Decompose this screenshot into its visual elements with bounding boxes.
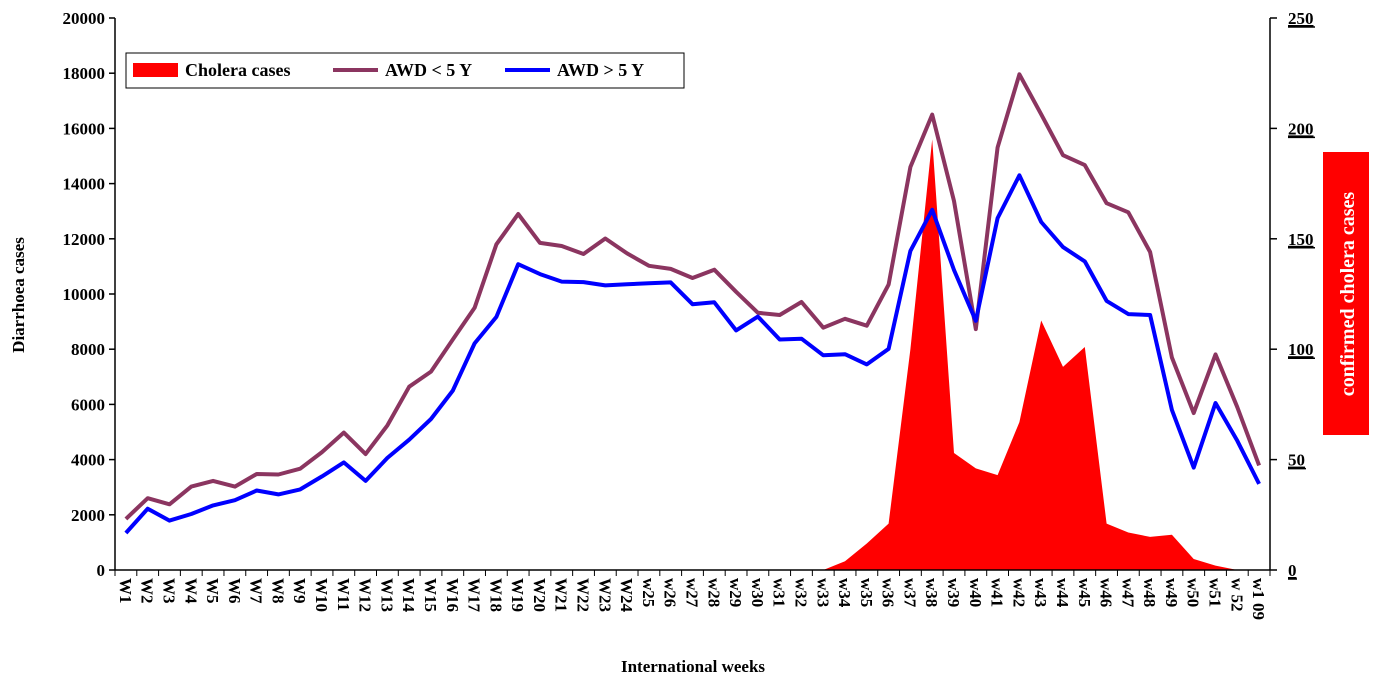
x-axis-tick-label: W22 xyxy=(574,578,593,612)
x-axis-tick-label: w46 xyxy=(1097,578,1116,607)
right-axis-tick-label: 50 xyxy=(1288,451,1305,470)
right-axis-tick-label: 100 xyxy=(1288,340,1314,359)
series-area-cholera-cases xyxy=(125,139,1260,570)
x-axis-tick-label: w30 xyxy=(748,578,767,607)
x-axis-tick-label: w45 xyxy=(1075,578,1094,607)
x-axis-tick-label: w33 xyxy=(813,578,832,607)
left-axis-tick-label: 12000 xyxy=(63,230,106,249)
left-axis-tick-label: 14000 xyxy=(63,175,106,194)
right-axis-tick-label: 150 xyxy=(1288,230,1314,249)
left-axis-tick-label: 18000 xyxy=(63,64,106,83)
x-axis-tick-label: w28 xyxy=(704,578,723,607)
x-axis-tick-label: w49 xyxy=(1162,578,1181,607)
x-axis-tick-label: W8 xyxy=(268,578,287,604)
x-axis-tick-label: W21 xyxy=(552,578,571,612)
x-axis-tick-label: w44 xyxy=(1053,578,1072,608)
left-axis-tick-label: 6000 xyxy=(71,395,105,414)
series-line-awd-over-5y xyxy=(124,173,1261,535)
x-axis-tick-label: W3 xyxy=(160,578,179,604)
x-axis-tick-label: W20 xyxy=(530,578,549,612)
x-axis-tick-label: w38 xyxy=(922,578,941,607)
x-axis-tick-label: W23 xyxy=(595,578,614,612)
right-y-axis: 0 50 100 150 200 250 xyxy=(1269,9,1315,580)
x-axis-tick-label: W16 xyxy=(443,578,462,612)
left-y-axis: 0 2000 4000 6000 8000 10000 12000 14000 16000 180… xyxy=(63,9,116,580)
x-axis-tick-label: w26 xyxy=(661,578,680,607)
x-axis-tick-label: w40 xyxy=(966,578,985,607)
x-axis-tick-label: W12 xyxy=(356,578,375,612)
x-axis-tick-label: W17 xyxy=(465,578,484,613)
legend-box xyxy=(125,52,685,89)
x-axis-tick-label: W19 xyxy=(508,578,527,612)
x-axis-tick-label: w31 xyxy=(770,578,789,607)
x-axis-tick-label: W24 xyxy=(617,578,636,613)
legend-label-cholera: Cholera cases xyxy=(185,60,290,80)
y-axis-title: Diarrhoea cases xyxy=(9,237,28,353)
x-axis-tick-label: W11 xyxy=(334,578,353,611)
x-axis-tick-label: w43 xyxy=(1031,578,1050,607)
x-axis-tick-label: w47 xyxy=(1118,578,1137,608)
x-axis-tick-label: w42 xyxy=(1009,578,1028,607)
x-axis-tick-label: w29 xyxy=(726,578,745,607)
x-axis-tick-label: w39 xyxy=(944,578,963,607)
left-axis-tick-label: 10000 xyxy=(63,285,106,304)
y2-axis-title-box: confirmed cholera cases xyxy=(1323,152,1369,435)
plot-area xyxy=(124,72,1261,570)
x-axis-tick-label: W9 xyxy=(290,578,309,604)
right-axis-tick-label: 0 xyxy=(1288,561,1297,580)
x-axis-tick-label: W10 xyxy=(312,578,331,612)
x-axis-tick-label: W4 xyxy=(181,578,200,604)
x-axis: W1 W2 W3 W4 W5 W6 W7 W8 W9 W10 W11 W12 W13 W14 W15 W16 W… xyxy=(114,569,1271,620)
x-axis-tick-label: w 52 xyxy=(1227,578,1246,612)
x-axis-tick-label: W15 xyxy=(421,578,440,612)
x-axis-title: International weeks xyxy=(621,657,765,676)
legend-label-awd-under5: AWD < 5 Y xyxy=(385,60,472,80)
x-axis-tick-label: w51 xyxy=(1206,578,1225,607)
left-axis-tick-label: 8000 xyxy=(71,340,105,359)
x-axis-tick-label: W1 xyxy=(116,578,135,604)
x-axis-tick-label: w36 xyxy=(879,578,898,607)
x-axis-tick-label: w37 xyxy=(900,578,919,608)
x-axis-tick-label: W6 xyxy=(225,578,244,604)
y2-axis-title: confirmed cholera cases xyxy=(1337,192,1359,397)
left-axis-tick-label: 4000 xyxy=(71,451,105,470)
x-axis-tick-label: W18 xyxy=(486,578,505,612)
x-axis-tick-label: w50 xyxy=(1184,578,1203,607)
x-axis-tick-label: w1 09 xyxy=(1249,578,1268,620)
x-axis-tick-label: w41 xyxy=(988,578,1007,607)
x-axis-tick-label: w32 xyxy=(792,578,811,607)
series-line-awd-under-5y xyxy=(124,72,1261,521)
x-axis-tick-label: W5 xyxy=(203,578,222,604)
x-axis-tick-label: w35 xyxy=(857,578,876,607)
legend-swatch-cholera xyxy=(133,63,178,77)
x-axis-tick-label: w48 xyxy=(1140,578,1159,607)
legend-label-awd-over5: AWD > 5 Y xyxy=(557,60,644,80)
x-axis-tick-label: W13 xyxy=(377,578,396,612)
left-axis-tick-label: 0 xyxy=(97,561,106,580)
right-axis-tick-label: 250 xyxy=(1288,9,1314,28)
x-axis-tick-label: w27 xyxy=(683,578,702,608)
x-axis-tick-label: w34 xyxy=(835,578,854,608)
x-axis-tick-label: W7 xyxy=(247,578,266,604)
x-axis-tick-label: W14 xyxy=(399,578,418,613)
right-axis-tick-label: 200 xyxy=(1288,119,1314,138)
left-axis-tick-label: 2000 xyxy=(71,506,105,525)
legend: Cholera cases AWD < 5 Y AWD > 5 Y xyxy=(125,52,685,89)
left-axis-tick-label: 20000 xyxy=(63,9,106,28)
x-axis-tick-label: w25 xyxy=(639,578,658,607)
left-axis-tick-label: 16000 xyxy=(63,119,106,138)
x-axis-tick-label: W2 xyxy=(138,578,157,604)
